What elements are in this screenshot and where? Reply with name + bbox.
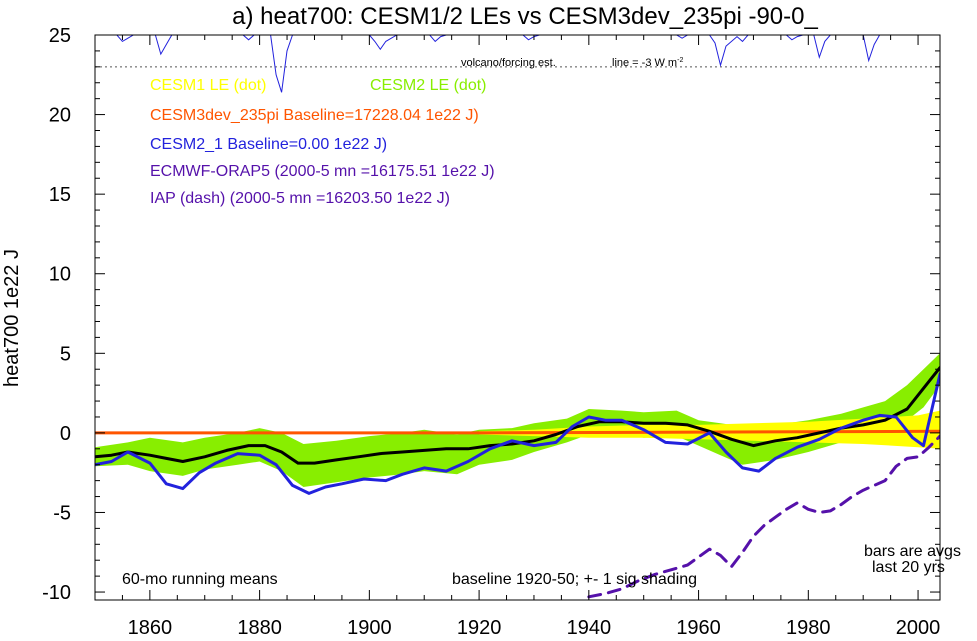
y-tick-label: 5	[60, 343, 71, 365]
annotation-line-note: line = -3 W m-2	[612, 57, 683, 69]
band-cesm1-le-dot	[479, 410, 940, 449]
annotation-baseline: baseline 1920-50; +- 1 sig shading	[452, 571, 697, 588]
band-cesm2-le-dot	[95, 353, 940, 487]
bands-layer	[95, 353, 940, 487]
legend: CESM1 LE (dot) CESM2 LE (dot) CESM3dev_2…	[150, 77, 495, 207]
y-tick-label: 25	[49, 25, 71, 47]
x-tick-label: 2000	[896, 617, 941, 639]
x-tick-label: 1940	[567, 617, 612, 639]
legend-cesm2-1: CESM2_1 Baseline=0.00 1e22 J)	[150, 136, 387, 153]
annotation-line-note-sup: -2	[677, 57, 683, 64]
x-axis: 1860 1880 1900 1920 1940 1960 1980 2000	[94, 35, 941, 639]
annotation-bars-2: last 20 yrs	[872, 559, 945, 576]
y-axis-label: heat700 1e22 J	[1, 249, 23, 387]
y-tick-label: -5	[53, 502, 71, 524]
series-cesm3dev-235pi-baseline-17228-04-1e22-j	[95, 429, 940, 435]
y-tick-label: 0	[60, 423, 71, 445]
legend-cesm3dev: CESM3dev_235pi Baseline=17228.04 1e22 J)	[150, 107, 479, 124]
y-tick-label: -10	[42, 582, 71, 604]
x-tick-label: 1880	[237, 617, 282, 639]
chart-title: a) heat700: CESM1/2 LEs vs CESM3dev_235p…	[232, 3, 818, 30]
y-tick-label: 20	[49, 105, 71, 127]
forcing-series	[95, 35, 940, 93]
annotation-running-means: 60-mo running means	[122, 571, 278, 588]
annotation-bars-1: bars are avgs	[864, 543, 961, 560]
legend-iap: IAP (dash) (2000-5 mn =16203.50 1e22 J)	[150, 190, 450, 207]
legend-cesm1: CESM1 LE (dot)	[150, 77, 266, 94]
y-tick-label: 15	[49, 184, 71, 206]
legend-orap5: ECMWF-ORAP5 (2000-5 mn =16175.51 1e22 J)	[150, 163, 495, 180]
series-cesm2-1-baseline-0-00-1e22-j	[95, 372, 940, 495]
annotation-volcano: volcano/forcing est.	[461, 57, 556, 69]
forcing-layer	[95, 35, 940, 93]
plot-area	[95, 35, 940, 599]
annotations: volcano/forcing est. line = -3 W m-2 60-…	[122, 57, 961, 588]
lines-layer	[95, 366, 940, 599]
y-axis: -10 -5 0 5 10 15 20 25	[42, 25, 940, 604]
series-iap-dash-2000-5-mn-16203-50-1e22-j	[587, 434, 940, 599]
x-tick-label: 1960	[676, 617, 721, 639]
x-tick-label: 1900	[347, 617, 392, 639]
legend-cesm2: CESM2 LE (dot)	[370, 77, 486, 94]
y-tick-label: 10	[49, 264, 71, 286]
x-tick-label: 1980	[786, 617, 831, 639]
annotation-line-note-text: line = -3 W m	[612, 57, 677, 69]
plot-frame	[94, 34, 941, 601]
x-tick-label: 1920	[457, 617, 502, 639]
x-tick-label: 1860	[128, 617, 173, 639]
